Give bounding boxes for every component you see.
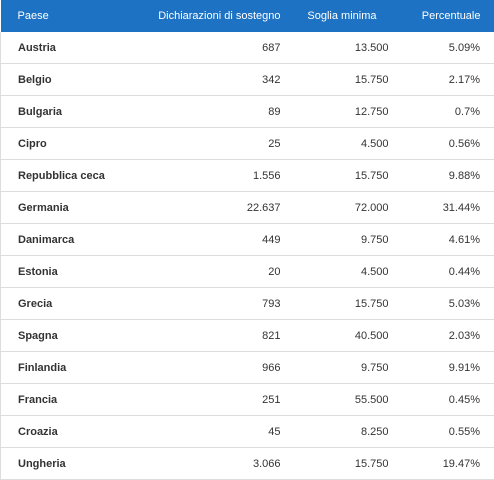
cell-value: 0.7% — [388, 95, 494, 128]
cell-value: 342 — [130, 63, 281, 96]
cell-value: 31.44% — [388, 191, 494, 224]
table-row: Belgio 342 15.750 2.17% — [0, 63, 494, 96]
country-name: Repubblica ceca — [0, 159, 131, 192]
country-name: Croazia — [0, 415, 131, 448]
column-header: Soglia minima — [280, 0, 389, 32]
cell-value: 0.45% — [388, 383, 494, 416]
table-row: Francia 251 55.500 0.45% — [0, 383, 494, 416]
cell-value: 9.750 — [280, 351, 389, 384]
table-row: Spagna 821 40.500 2.03% — [0, 319, 494, 352]
cell-value: 821 — [130, 319, 281, 352]
cell-value: 687 — [130, 32, 281, 64]
column-header: Percentuale — [388, 0, 494, 32]
cell-value: 13.500 — [280, 32, 389, 64]
cell-value: 12.750 — [280, 95, 389, 128]
cell-value: 8.250 — [280, 415, 389, 448]
header-row: Paese Dichiarazioni di sostegno Soglia min… — [0, 0, 494, 32]
cell-value: 4.500 — [280, 127, 389, 160]
table-row: Austria 687 13.500 5.09% — [0, 32, 494, 64]
cell-value: 15.750 — [280, 287, 389, 320]
cell-value: 45 — [130, 415, 281, 448]
cell-value: 793 — [130, 287, 281, 320]
country-name: Danimarca — [0, 223, 131, 256]
cell-value: 4.61% — [388, 223, 494, 256]
country-name: Estonia — [0, 255, 131, 288]
table-row: Germania 22.637 72.000 31.44% — [0, 191, 494, 224]
cell-value: 9.91% — [388, 351, 494, 384]
cell-value: 0.55% — [388, 415, 494, 448]
cell-value: 15.750 — [280, 447, 389, 480]
cell-value: 89 — [130, 95, 281, 128]
country-name: Spagna — [0, 319, 131, 352]
cell-value: 3.066 — [130, 447, 281, 480]
cell-value: 5.03% — [388, 287, 494, 320]
cell-value: 0.56% — [388, 127, 494, 160]
column-header: Paese — [0, 0, 131, 32]
country-name: Finlandia — [0, 351, 131, 384]
column-header: Dichiarazioni di sostegno — [130, 0, 281, 32]
cell-value: 19.47% — [388, 447, 494, 480]
table-row: Danimarca 449 9.750 4.61% — [0, 223, 494, 256]
cell-value: 22.637 — [130, 191, 281, 224]
cell-value: 9.88% — [388, 159, 494, 192]
cell-value: 9.750 — [280, 223, 389, 256]
cell-value: 20 — [130, 255, 281, 288]
cell-value: 449 — [130, 223, 281, 256]
cell-value: 40.500 — [280, 319, 389, 352]
table-body: Austria 687 13.500 5.09% Belgio 342 15.750 2.17… — [0, 32, 494, 480]
table-row: Grecia 793 15.750 5.03% — [0, 287, 494, 320]
cell-value: 5.09% — [388, 32, 494, 64]
cell-value: 4.500 — [280, 255, 389, 288]
cell-value: 966 — [130, 351, 281, 384]
table-row: Ungheria 3.066 15.750 19.47% — [0, 447, 494, 480]
country-name: Ungheria — [0, 447, 131, 480]
cell-value: 25 — [130, 127, 281, 160]
table-row: Bulgaria 89 12.750 0.7% — [0, 95, 494, 128]
cell-value: 72.000 — [280, 191, 389, 224]
cell-value: 2.03% — [388, 319, 494, 352]
cell-value: 2.17% — [388, 63, 494, 96]
table-row: Cipro 25 4.500 0.56% — [0, 127, 494, 160]
country-name: Francia — [0, 383, 131, 416]
cell-value: 15.750 — [280, 159, 389, 192]
country-name: Bulgaria — [0, 95, 131, 128]
table-header: Paese Dichiarazioni di sostegno Soglia min… — [0, 0, 494, 32]
country-name: Germania — [0, 191, 131, 224]
table-row: Estonia 20 4.500 0.44% — [0, 255, 494, 288]
country-name: Cipro — [0, 127, 131, 160]
country-name: Grecia — [0, 287, 131, 320]
table-row: Repubblica ceca 1.556 15.750 9.88% — [0, 159, 494, 192]
table-row: Croazia 45 8.250 0.55% — [0, 415, 494, 448]
country-name: Belgio — [0, 63, 131, 96]
country-name: Austria — [0, 32, 131, 64]
cell-value: 15.750 — [280, 63, 389, 96]
cell-value: 251 — [130, 383, 281, 416]
table-row: Finlandia 966 9.750 9.91% — [0, 351, 494, 384]
cell-value: 0.44% — [388, 255, 494, 288]
cell-value: 1.556 — [130, 159, 281, 192]
cell-value: 55.500 — [280, 383, 389, 416]
